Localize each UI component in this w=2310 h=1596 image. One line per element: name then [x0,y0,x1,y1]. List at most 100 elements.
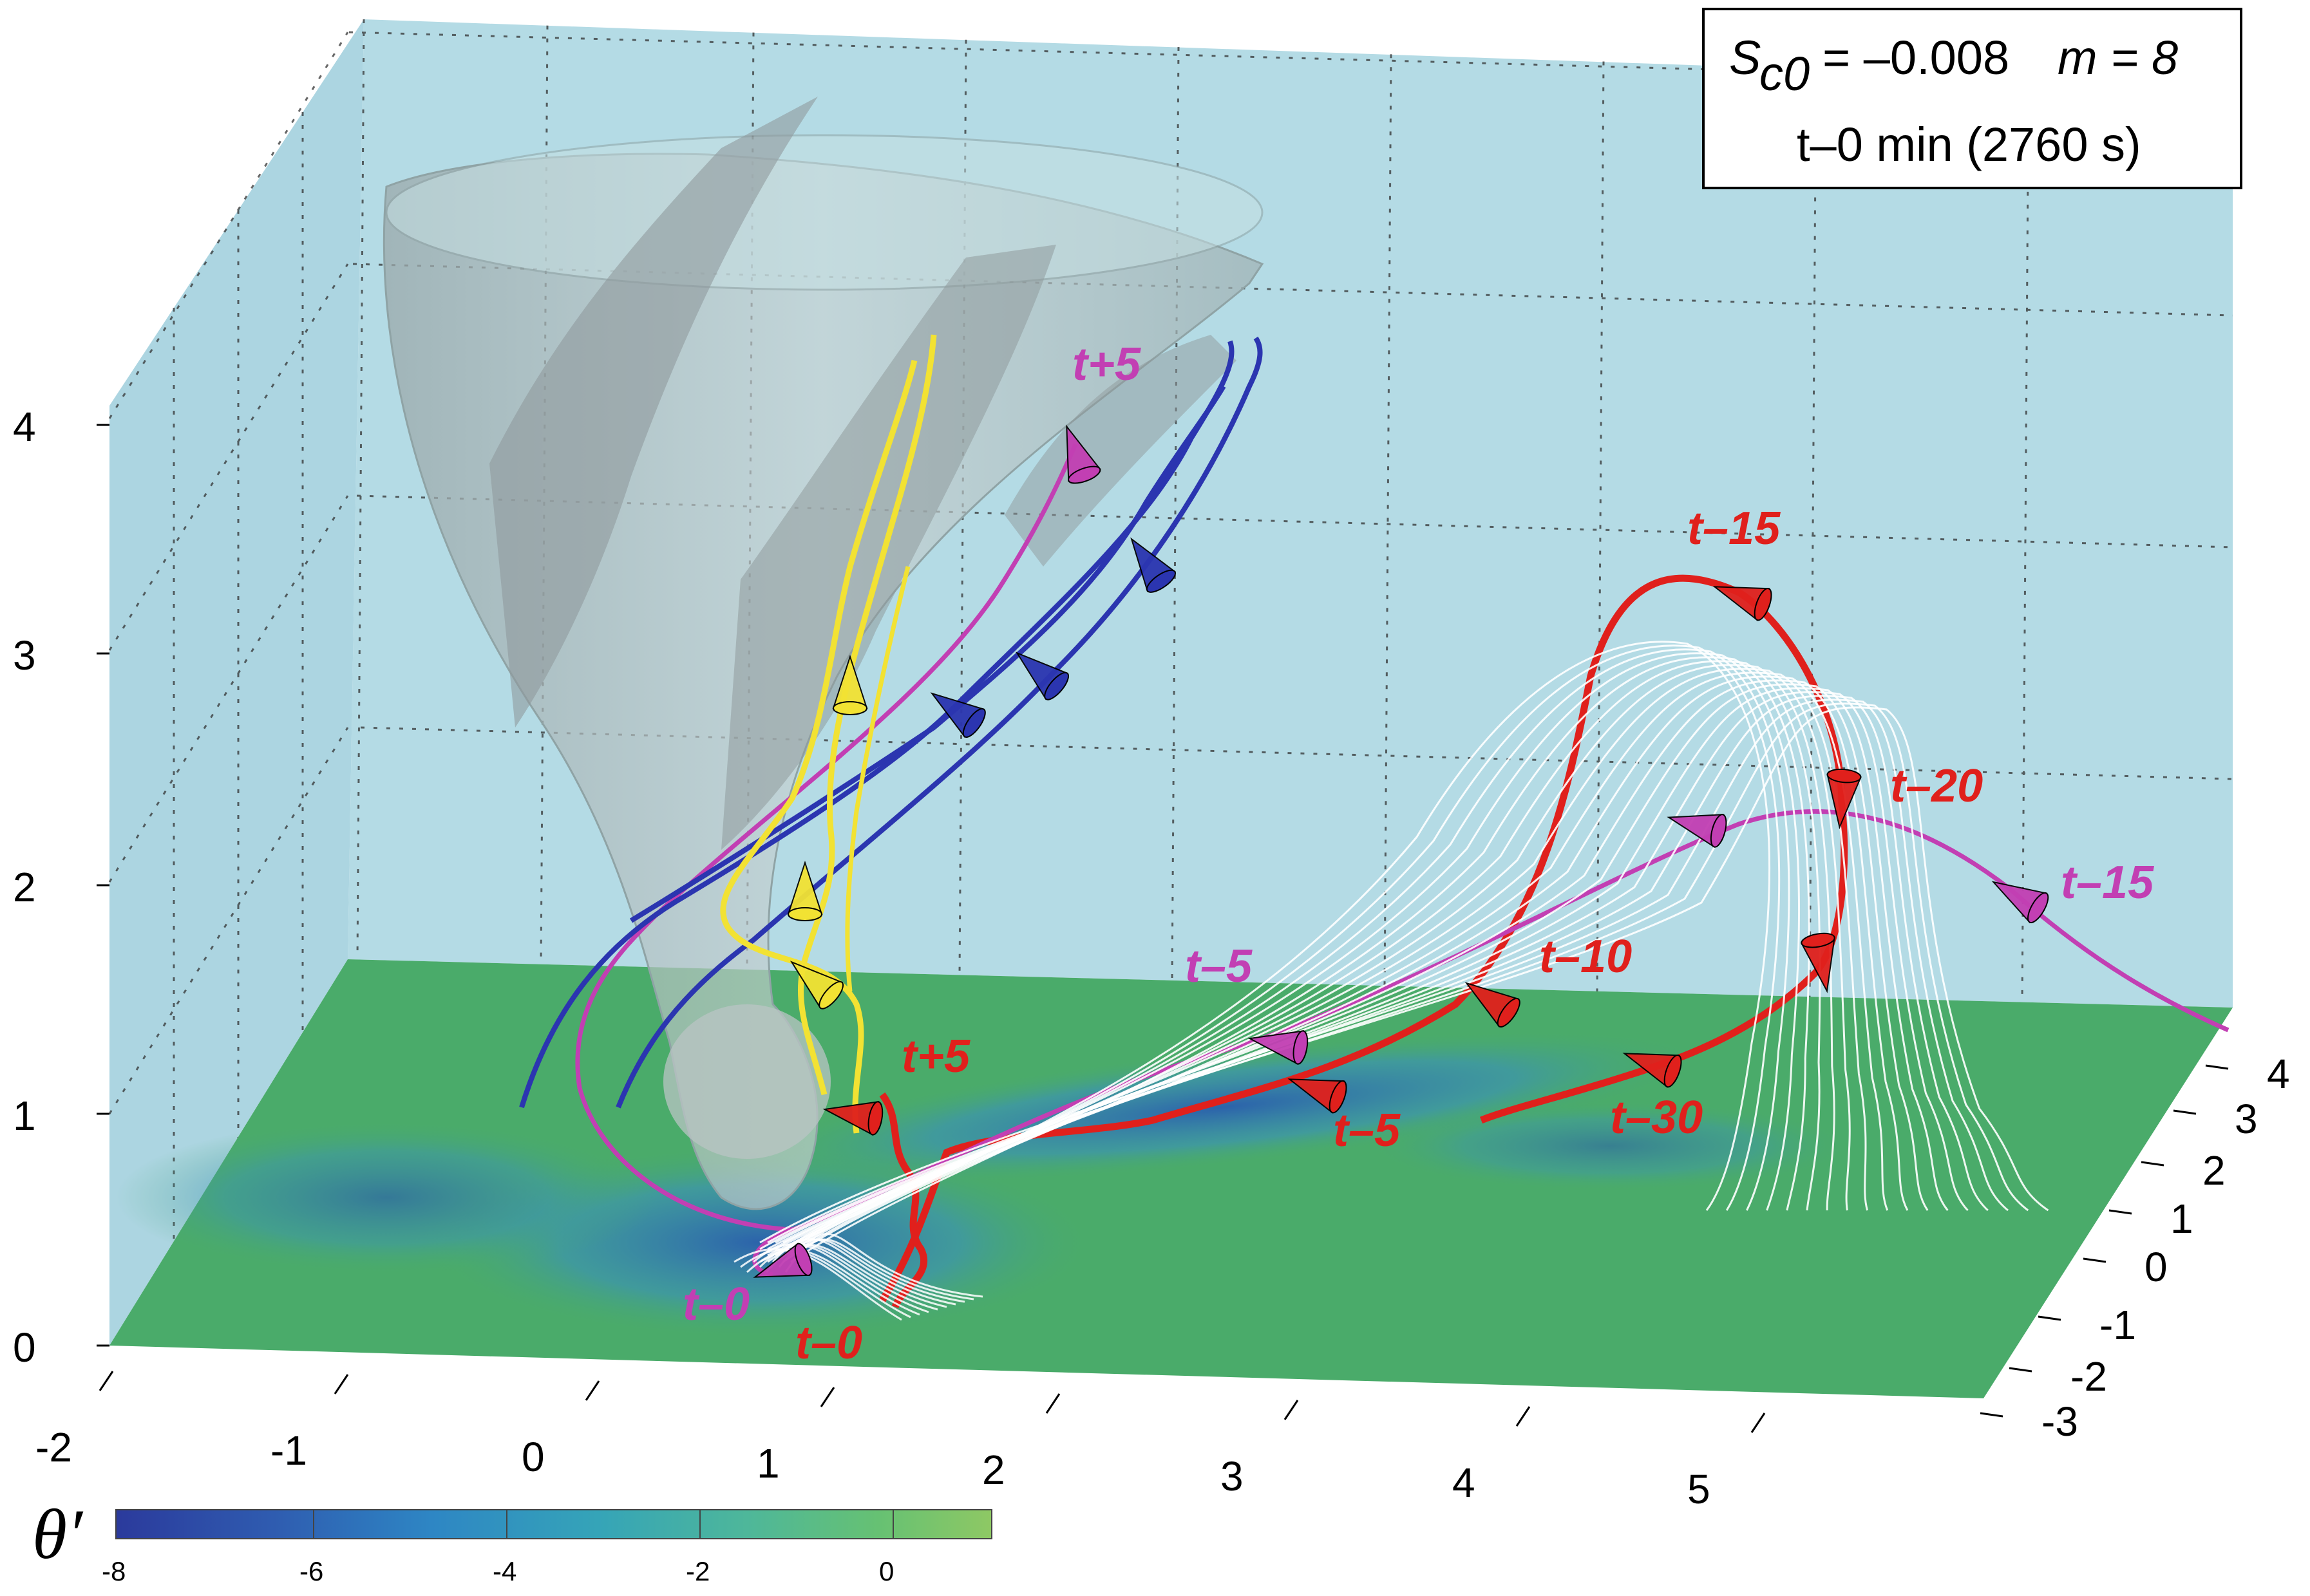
colorbar: θ′ -8 -6 -4 -2 0 [32,1495,992,1586]
time-label: t–0 [683,1279,750,1330]
y-tick-label: 2 [2202,1147,2226,1194]
colorbar-tick-label: 0 [879,1556,894,1586]
z-tick-label: 0 [13,1324,36,1371]
streamline [775,668,1851,1244]
x-tick-label: 4 [1452,1460,1475,1506]
y-tick-label: -1 [2099,1302,2136,1348]
streamline [790,675,1889,1257]
z-tick-label: 2 [13,864,36,910]
colorbar-ticks: -8 -6 -4 -2 0 [102,1510,894,1586]
streamline [759,641,1771,1263]
trajectories [519,334,2230,1321]
x-tick-label: 0 [522,1434,545,1480]
trajectory-arrow [1066,424,1101,484]
time-label: t–20 [1890,760,1983,812]
x-tick-label: 1 [757,1440,780,1487]
x-tick-mark [1045,1393,1061,1414]
trajectory-arrow [1015,652,1070,700]
funnel-fold-center [721,245,1056,850]
param-subscript: c0 [1759,47,1810,100]
time-label: t+5 [902,1031,970,1082]
y-tick-label: 4 [2267,1051,2290,1097]
y-tick-mark [2205,1064,2229,1070]
x-tick-label: 5 [1687,1466,1710,1512]
streamline [782,652,1800,1244]
y-tick-mark [1980,1412,2003,1418]
trajectory-arrow [1826,768,1862,830]
trajectory-arrow [787,860,823,921]
time-label: t–30 [1610,1092,1703,1143]
y-tick-mark [2009,1367,2032,1373]
vortex-isosurface [383,97,1264,1210]
x-tick-mark [334,1374,349,1394]
y-tick-label: -2 [2070,1353,2107,1400]
left-wall [109,19,364,1346]
time-label: t+5 [1072,339,1141,390]
x-axis: -2 -1 0 1 2 3 4 5 [35,1371,1766,1512]
grid-line [348,31,2233,85]
funnel-fold-left [489,97,818,728]
z-tick-label: 3 [13,632,36,679]
trajectory-line [879,1092,928,1309]
colorbar-tick-label: -4 [493,1556,516,1586]
colorbar-tick-label: -2 [686,1556,710,1586]
streamline [791,1233,983,1298]
time-labels: t–15 t–20 t–10 t–5 t–30 t+5 t–0 t+5 t–5 t–15 t–0 [683,339,2154,1369]
y-tick-label: -3 [2041,1398,2078,1445]
trajectory-arrow [1130,537,1176,593]
trajectory-arrow [832,654,868,715]
streamline [775,648,1790,1250]
colorbar-tick-label: -8 [102,1556,126,1586]
streamline [734,1248,902,1321]
streamline [759,1243,938,1311]
y-tick-mark [2083,1257,2106,1263]
y-tick-label: 0 [2144,1244,2168,1290]
param-symbol: S [1729,31,1761,84]
trajectory-arrow [1667,814,1727,849]
trajectory-arrow [753,1243,813,1278]
z-tick-label: 4 [13,404,36,450]
streamline [790,695,1989,1250]
x-tick-label: 3 [1220,1453,1244,1499]
y-tick-mark [2038,1315,2061,1321]
colorbar-gradient [115,1509,992,1539]
time-label: t–15 [2061,857,2154,908]
x-tick-mark [1515,1406,1531,1427]
x-tick-mark [99,1371,114,1391]
trajectory-line [845,566,911,992]
info-box: S c0 = –0.008 m = 8 t–0 min (2760 s) [1702,8,2242,189]
grid-line [1808,68,1817,997]
trajectory-arrow [1991,881,2049,924]
z-tick-label: 1 [13,1093,36,1139]
grid-line [1596,61,1605,992]
funnel-rim [385,134,1264,291]
colorbar-tick-label: -6 [299,1556,323,1586]
trajectory-arrow [1712,586,1772,621]
trajectory-line [629,384,1226,923]
y-tick-mark [2173,1109,2197,1115]
trajectory-line [720,359,918,1134]
x-tick-mark [585,1380,600,1401]
trajectory-arrow [930,692,986,738]
time-label: t–5 [1185,941,1253,992]
x-tick-mark [1283,1400,1299,1420]
x-tick-mark [820,1387,835,1407]
grid-line [352,263,2233,317]
trajectory-line [616,336,1263,1109]
trajectory-arrow [1287,1078,1347,1114]
trajectory-arrow [1800,932,1835,993]
trajectory-line [798,334,937,1096]
x-tick-label: -1 [270,1427,307,1474]
x-tick-label: -2 [35,1424,72,1470]
streamline [759,699,2009,1244]
y-tick-mark [2108,1209,2132,1215]
funnel-bulb [663,1004,831,1159]
streamline [767,644,1781,1257]
x-tick-label: 2 [982,1447,1005,1493]
z-axis: 0 1 2 3 4 [13,404,109,1371]
streamline [775,706,2049,1257]
param-value: = –0.008 [1822,31,2009,84]
